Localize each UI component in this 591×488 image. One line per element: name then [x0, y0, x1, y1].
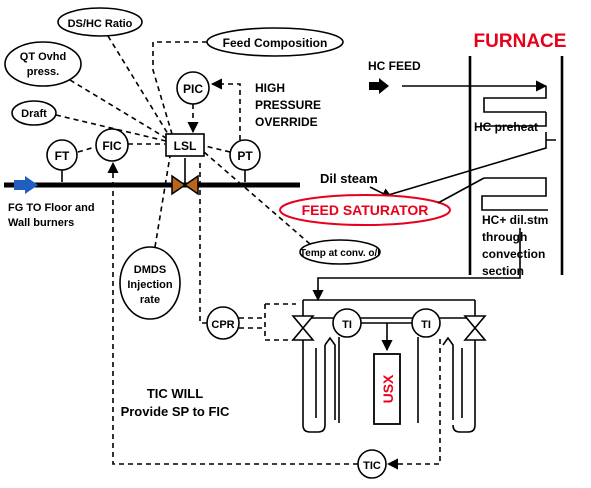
hc-preheat-outlet-line: [384, 139, 556, 197]
fg-label-line1: FG TO Floor and: [8, 202, 95, 214]
ft-label: FT: [55, 149, 70, 163]
pic-label: PIC: [183, 82, 203, 96]
hc-feed-arrow-icon: [369, 78, 389, 94]
hc-preheat-coil: [480, 86, 547, 127]
hc-dil-line3: convection: [482, 247, 545, 261]
cpr-label: CPR: [211, 319, 234, 331]
convection-coil: [481, 177, 548, 211]
usx-exchanger: [373, 353, 401, 425]
control-valve-icon: [171, 158, 199, 196]
tic-will-line2: Provide SP to FIC: [121, 404, 230, 419]
temp-conv-label: Temp at conv. o/l: [300, 248, 380, 259]
temp-conv-bubble: [299, 239, 381, 265]
dil-steam-label: Dil steam: [320, 171, 378, 186]
convection-outlet-line: [312, 228, 521, 302]
feed-saturator-label: FEED SATURATOR: [302, 202, 429, 218]
fuel-gas-arrow-icon: [14, 176, 38, 194]
qt-ovhd-bubble: [4, 41, 82, 87]
right-venturi-icon: [463, 315, 487, 341]
dmds-line1: DMDS: [134, 264, 166, 276]
saturator-outlet-line: [437, 177, 485, 204]
tic-label: TIC: [363, 460, 381, 472]
high-pressure-line2: PRESSURE: [255, 98, 321, 112]
draft-label: Draft: [21, 108, 47, 120]
lsl-box: [165, 133, 205, 157]
hc-dil-line4: section: [482, 264, 524, 278]
usx-label: USX: [380, 374, 396, 403]
left-venturi-icon: [291, 315, 315, 341]
qt-ovhd-line2: press.: [27, 66, 59, 78]
ti-label-right: TI: [421, 319, 431, 331]
lsl-label: LSL: [174, 139, 197, 153]
feed-composition-label: Feed Composition: [223, 36, 328, 50]
feed-saturator-vessel: [279, 194, 451, 226]
fic-label: FIC: [102, 139, 122, 153]
furnace-title: FURNACE: [474, 31, 567, 52]
qt-ovhd-line1: QT Ovhd: [20, 51, 66, 63]
dmds-bubble: [119, 246, 181, 320]
hc-feed-label: HC FEED: [368, 59, 421, 73]
hc-preheat-label: HC preheat: [474, 120, 538, 134]
hc-dil-line1: HC+ dil.stm: [482, 213, 548, 227]
hc-dil-line2: through: [482, 230, 527, 244]
ds-hc-ratio-label: DS/HC Ratio: [68, 18, 133, 30]
pt-label: PT: [237, 149, 253, 163]
radiant-tubes: [302, 336, 476, 433]
ti-label-left: TI: [342, 319, 352, 331]
draft-bubble: [11, 100, 57, 126]
high-pressure-line3: OVERRIDE: [255, 115, 318, 129]
fg-label-line2: Wall burners: [8, 217, 74, 229]
ds-hc-ratio-bubble: [57, 7, 143, 37]
dmds-line2: Injection: [127, 279, 173, 291]
furnace-walls: [468, 56, 564, 275]
tic-will-line1: TIC WILL: [147, 386, 203, 401]
dmds-line3: rate: [140, 294, 160, 306]
high-pressure-line1: HIGH: [255, 81, 285, 95]
